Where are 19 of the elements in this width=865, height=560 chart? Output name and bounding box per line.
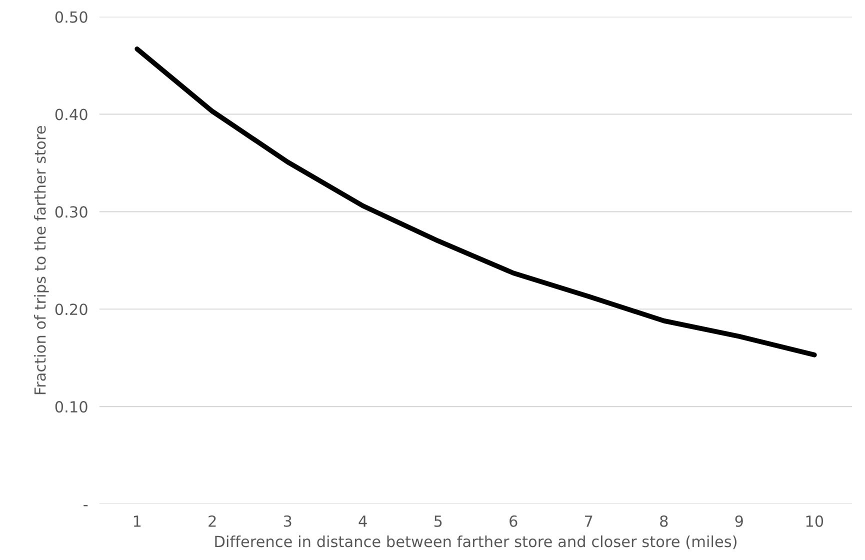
y-tick-label: - (84, 505, 88, 506)
x-tick-label: 9 (735, 515, 743, 527)
x-tick-label: 7 (585, 516, 592, 527)
y-tick-label: 0.10 (55, 401, 88, 413)
x-tick-label: 6 (510, 515, 518, 527)
x-tick-label: 10 (806, 515, 824, 527)
x-tick-label: 8 (660, 515, 668, 527)
y-tick-label: 0.40 (55, 108, 88, 120)
y-tick-label: 0.30 (55, 206, 88, 218)
x-tick-label: 5 (434, 516, 442, 527)
x-tick-label: 1 (134, 516, 141, 527)
line-series (134, 46, 817, 358)
x-tick-label: 4 (358, 516, 367, 527)
y-tick-label: 0.50 (55, 11, 88, 23)
y-axis-title: Fraction of trips to the farther store (34, 126, 49, 394)
x-tick-label: 2 (208, 515, 216, 527)
x-axis-title: Difference in distance between farther store and closer store (miles) (215, 535, 736, 550)
y-tick-label: 0.20 (55, 304, 88, 316)
x-tick-label: 3 (284, 515, 292, 527)
